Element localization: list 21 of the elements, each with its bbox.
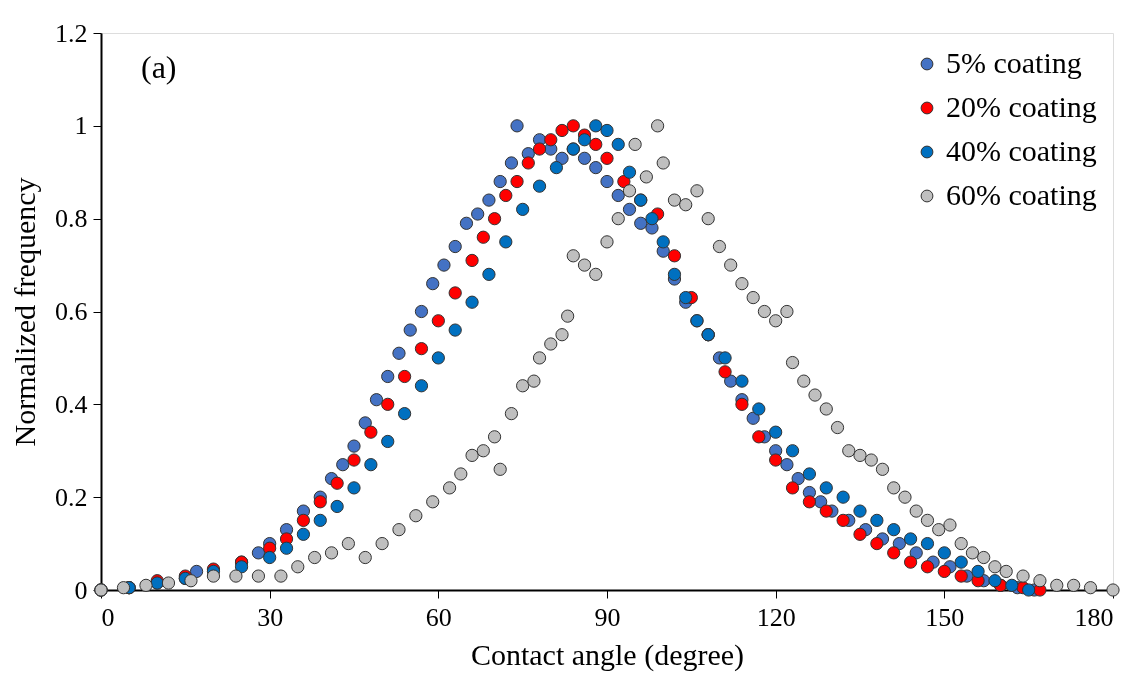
y-axis-title: Normalized frequency [8,177,41,447]
x-tick-label: 150 [925,602,965,632]
x-tick-label: 30 [257,602,284,632]
x-tick-label: 180 [1074,602,1114,632]
legend-label: 20% coating [946,90,1097,123]
y-tick-label: 1 [74,111,88,141]
x-tick-label: 90 [594,602,621,632]
y-tick-label: 1.2 [55,18,88,48]
legend-label: 5% coating [946,46,1082,79]
x-tick-label: 60 [425,602,452,632]
legend-label: 60% coating [946,178,1097,211]
x-axis-title: Contact angle (degree) [470,637,745,672]
annotation: (a) [141,49,177,85]
y-tick-label: 0 [74,575,88,605]
y-tick-label: 0.8 [55,204,88,234]
legend-label: 40% coating [946,134,1097,167]
x-tick-label: 0 [101,602,115,632]
y-tick-label: 0.4 [55,389,88,419]
y-tick-label: 0.6 [55,297,88,326]
x-tick-label: 120 [756,602,796,632]
y-tick-label: 0.2 [55,482,88,512]
